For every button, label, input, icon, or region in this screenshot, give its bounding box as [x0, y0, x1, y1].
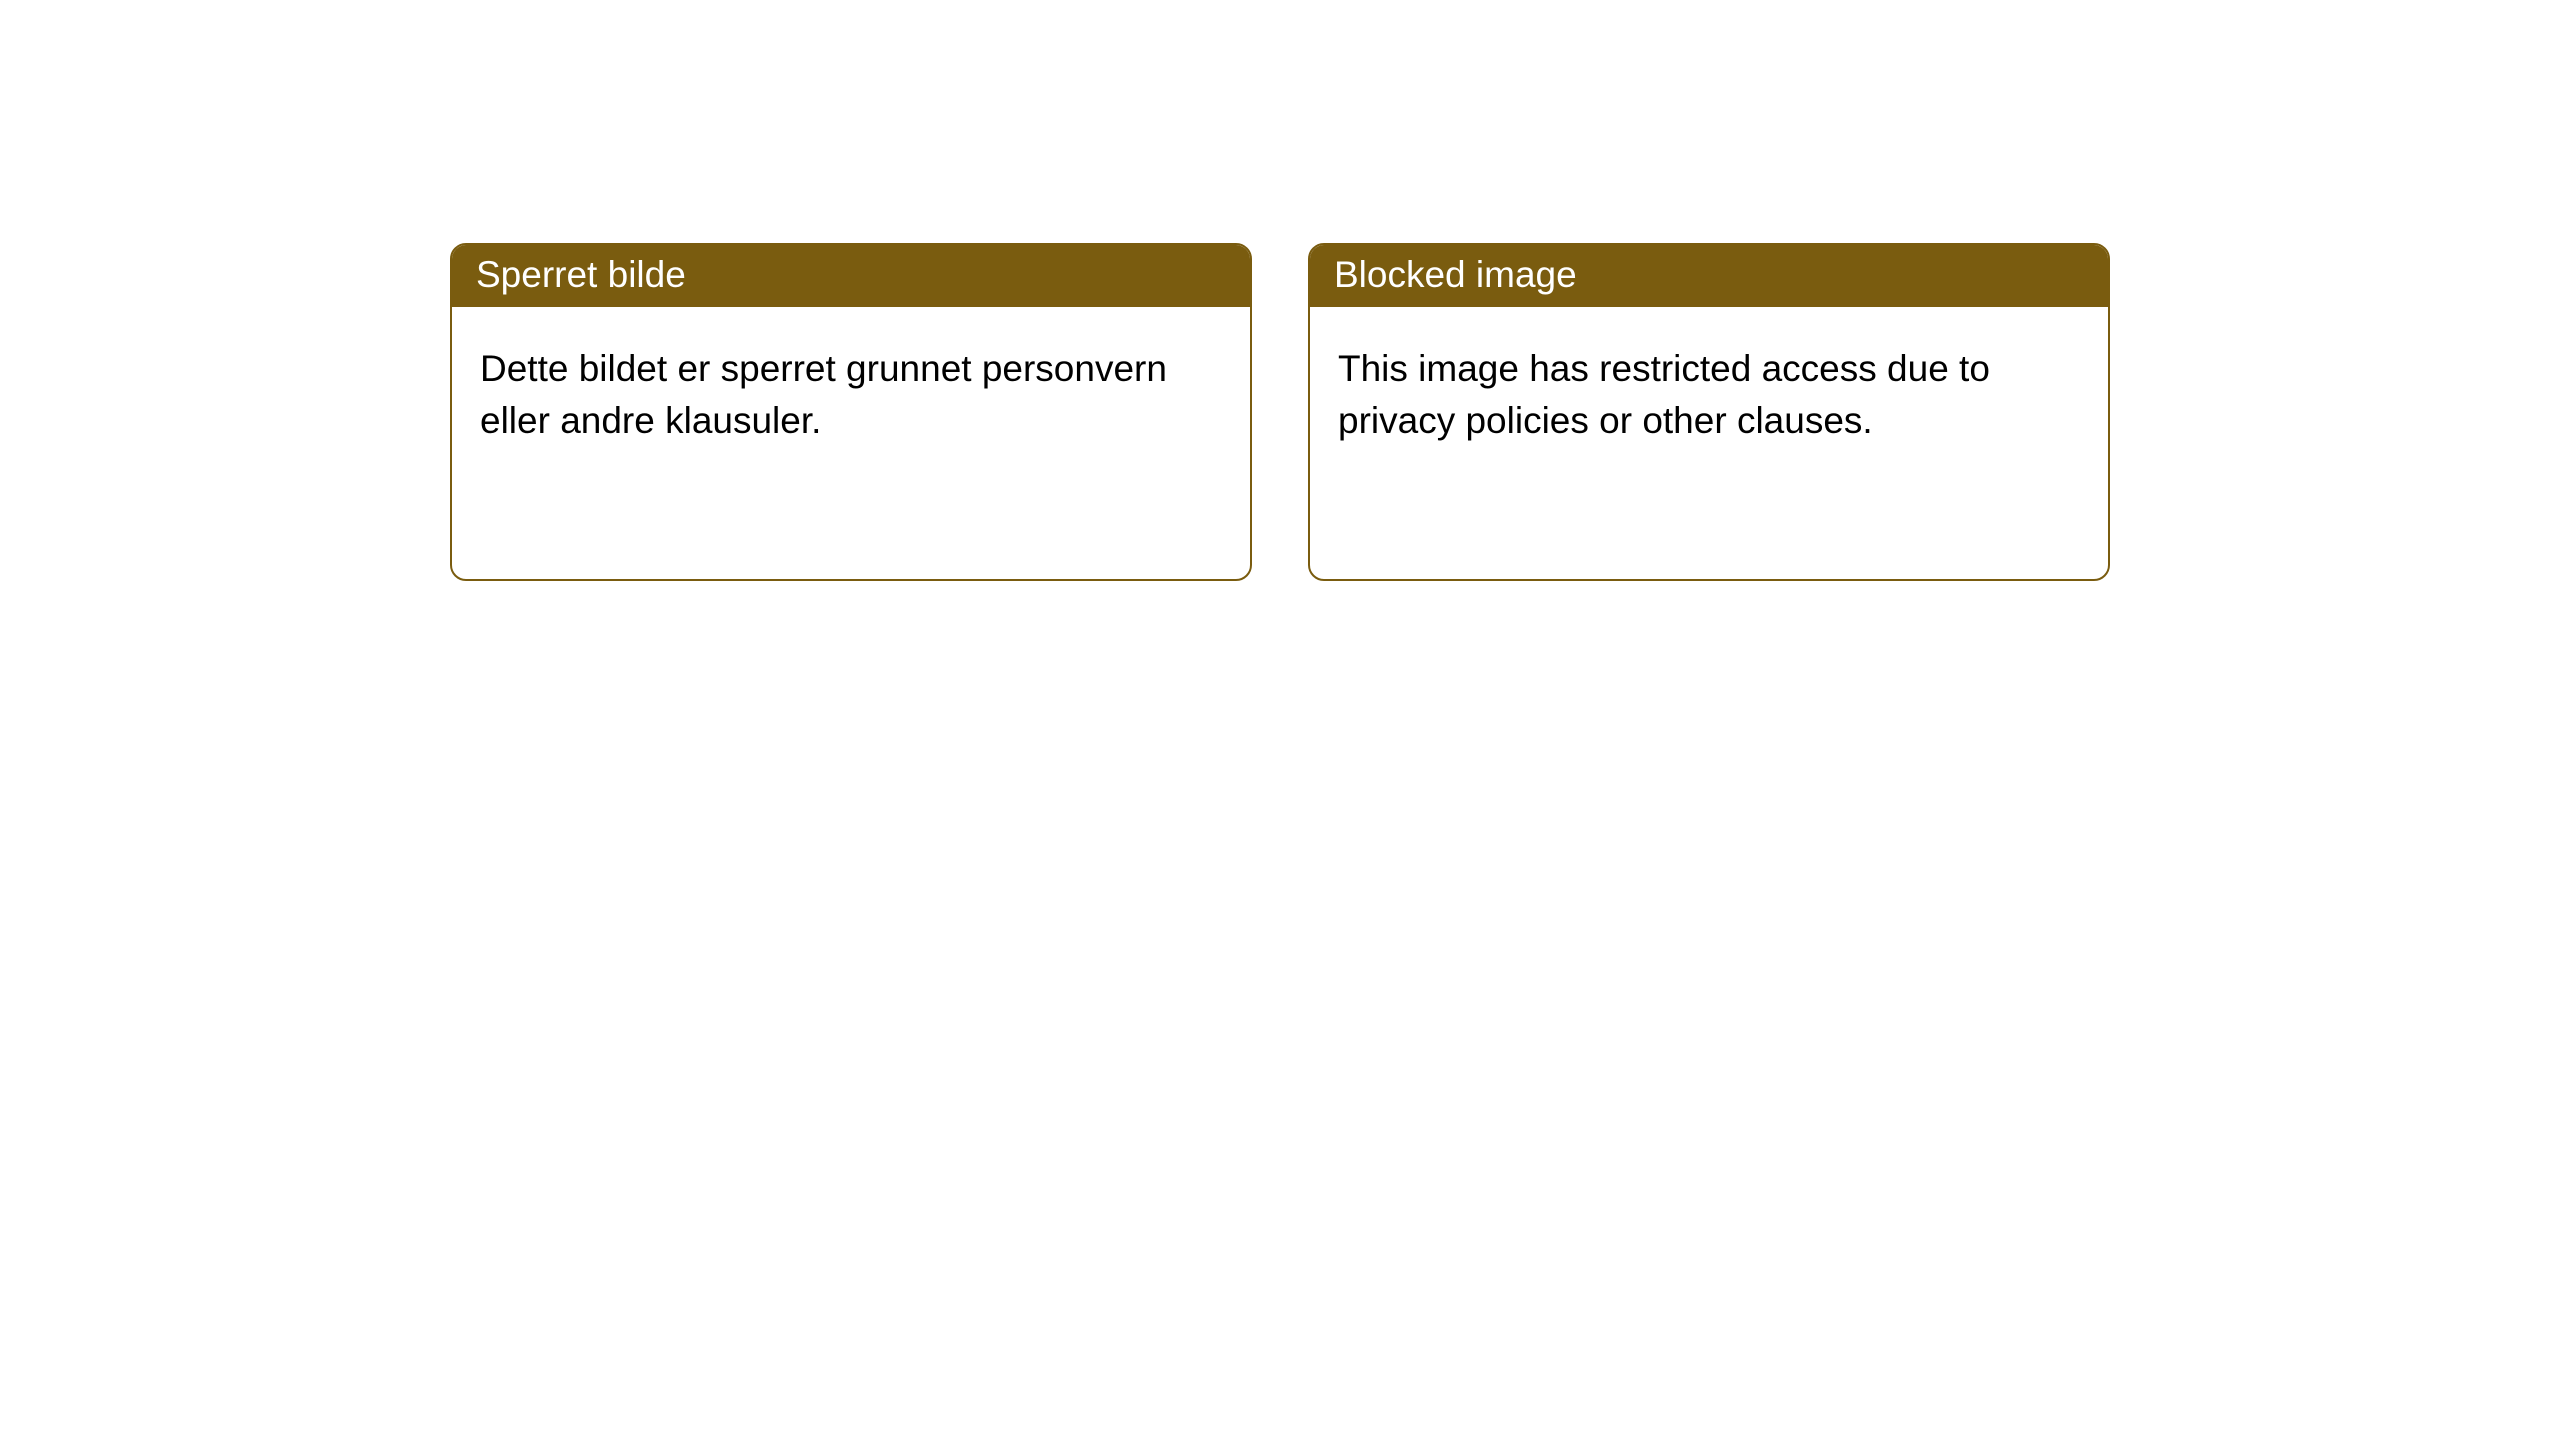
notice-card-english: Blocked image This image has restricted …: [1308, 243, 2110, 581]
notice-body: This image has restricted access due to …: [1310, 307, 2108, 483]
notice-container: Sperret bilde Dette bildet er sperret gr…: [450, 243, 2560, 581]
notice-title: Sperret bilde: [452, 245, 1250, 307]
notice-body: Dette bildet er sperret grunnet personve…: [452, 307, 1250, 483]
notice-title: Blocked image: [1310, 245, 2108, 307]
notice-card-norwegian: Sperret bilde Dette bildet er sperret gr…: [450, 243, 1252, 581]
